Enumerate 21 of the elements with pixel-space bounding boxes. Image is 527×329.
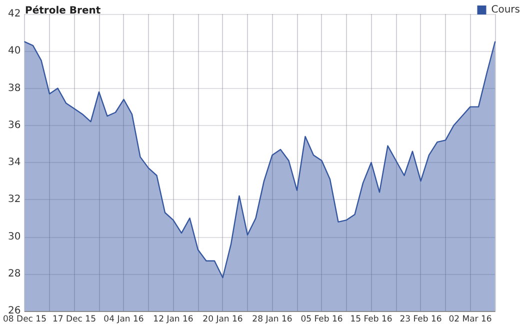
x-tick-label: 12 Jan 16 bbox=[153, 314, 194, 324]
y-tick-label: 26 bbox=[8, 306, 21, 316]
x-tick-label: 02 Mar 16 bbox=[448, 314, 492, 324]
y-tick-label: 36 bbox=[8, 120, 21, 131]
x-tick-label: 05 Feb 16 bbox=[300, 314, 343, 324]
x-tick-label: 08 Dec 15 bbox=[3, 314, 46, 324]
y-tick-label: 28 bbox=[8, 268, 21, 280]
x-tick-label: 15 Feb 16 bbox=[350, 314, 392, 324]
x-tick-label: 28 Jan 16 bbox=[252, 314, 292, 324]
x-tick-label: 20 Jan 16 bbox=[202, 314, 243, 324]
x-tick-label: 23 Feb 16 bbox=[400, 314, 442, 324]
y-tick-label: 30 bbox=[8, 231, 21, 242]
chart-title: Pétrole Brent bbox=[25, 6, 101, 16]
x-tick-label: 17 Dec 15 bbox=[52, 314, 96, 324]
legend-label: Cours bbox=[491, 4, 520, 16]
y-tick-label: 42 bbox=[8, 8, 21, 20]
y-tick-label: 40 bbox=[8, 46, 21, 57]
y-tick-label: 32 bbox=[8, 194, 21, 206]
y-tick-label: 38 bbox=[8, 82, 21, 94]
y-tick-label: 34 bbox=[8, 157, 21, 168]
x-tick-label: 04 Jan 16 bbox=[104, 314, 144, 324]
